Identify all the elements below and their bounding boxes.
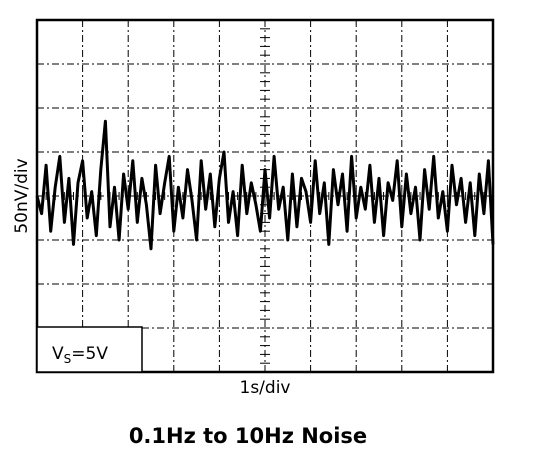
- chart-title: 0.1Hz to 10Hz Noise: [129, 424, 367, 448]
- annotation: VS=5V: [52, 344, 108, 366]
- annotation-main: V: [52, 344, 64, 364]
- annotation-rest: =5V: [71, 344, 108, 364]
- annotation-box: [36, 326, 143, 373]
- y-axis-label: 50nV/div: [12, 158, 32, 233]
- annotation-sub: S: [64, 352, 72, 366]
- x-axis-label: 1s/div: [240, 378, 291, 398]
- noise-trace: [35, 119, 495, 251]
